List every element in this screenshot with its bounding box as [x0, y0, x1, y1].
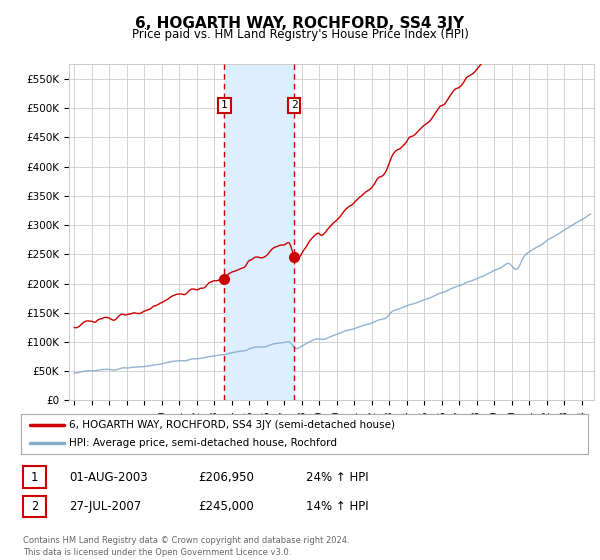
Text: 14% ↑ HPI: 14% ↑ HPI [306, 500, 368, 514]
Text: 2: 2 [31, 500, 38, 514]
Text: £206,950: £206,950 [198, 470, 254, 484]
Text: 1: 1 [221, 100, 228, 110]
Text: 2: 2 [291, 100, 298, 110]
Text: 27-JUL-2007: 27-JUL-2007 [69, 500, 141, 514]
Text: 6, HOGARTH WAY, ROCHFORD, SS4 3JY: 6, HOGARTH WAY, ROCHFORD, SS4 3JY [136, 16, 464, 31]
Bar [224, 64, 294, 400]
Text: 6, HOGARTH WAY, ROCHFORD, SS4 3JY (semi-detached house): 6, HOGARTH WAY, ROCHFORD, SS4 3JY (semi-… [69, 420, 395, 430]
Text: 01-AUG-2003: 01-AUG-2003 [69, 470, 148, 484]
Text: 1: 1 [31, 470, 38, 484]
Text: £245,000: £245,000 [198, 500, 254, 514]
Text: 24% ↑ HPI: 24% ↑ HPI [306, 470, 368, 484]
Text: Price paid vs. HM Land Registry's House Price Index (HPI): Price paid vs. HM Land Registry's House … [131, 28, 469, 41]
Text: Contains HM Land Registry data © Crown copyright and database right 2024.
This d: Contains HM Land Registry data © Crown c… [23, 536, 349, 557]
Text: HPI: Average price, semi-detached house, Rochford: HPI: Average price, semi-detached house,… [69, 438, 337, 448]
